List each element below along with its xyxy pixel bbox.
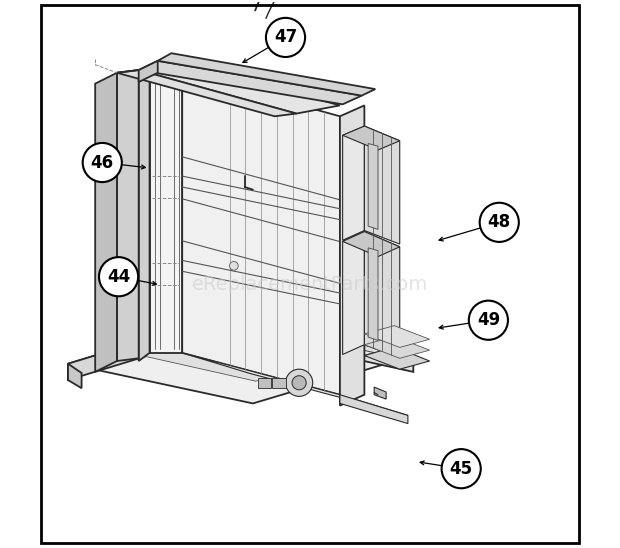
Polygon shape: [68, 315, 228, 380]
Text: 45: 45: [450, 460, 472, 478]
Text: 46: 46: [91, 153, 114, 172]
Polygon shape: [139, 61, 157, 82]
Polygon shape: [340, 395, 408, 424]
Polygon shape: [157, 53, 375, 95]
Polygon shape: [365, 126, 400, 244]
Polygon shape: [95, 73, 117, 372]
Circle shape: [82, 143, 122, 182]
Polygon shape: [368, 248, 378, 340]
Text: 49: 49: [477, 311, 500, 329]
Polygon shape: [340, 105, 365, 406]
Polygon shape: [139, 62, 340, 113]
FancyBboxPatch shape: [258, 379, 271, 387]
Circle shape: [266, 18, 305, 57]
Polygon shape: [365, 336, 430, 358]
Polygon shape: [365, 232, 400, 358]
Polygon shape: [117, 70, 296, 116]
Polygon shape: [365, 347, 430, 369]
Polygon shape: [68, 315, 414, 403]
Polygon shape: [228, 315, 414, 372]
Polygon shape: [182, 73, 340, 395]
Circle shape: [441, 449, 481, 488]
Circle shape: [292, 376, 306, 390]
Polygon shape: [108, 320, 375, 379]
Text: 48: 48: [488, 213, 511, 231]
Text: eReplacementParts.com: eReplacementParts.com: [192, 276, 428, 294]
Polygon shape: [139, 73, 149, 361]
Polygon shape: [343, 232, 365, 355]
Circle shape: [286, 369, 312, 396]
Polygon shape: [182, 353, 408, 415]
Polygon shape: [68, 364, 82, 388]
Polygon shape: [117, 70, 139, 361]
Polygon shape: [374, 387, 386, 399]
Polygon shape: [343, 126, 365, 240]
Polygon shape: [343, 126, 400, 150]
Polygon shape: [139, 61, 361, 104]
Polygon shape: [368, 144, 378, 230]
Circle shape: [229, 261, 238, 270]
Polygon shape: [149, 73, 182, 353]
Circle shape: [99, 257, 138, 296]
Text: 47: 47: [274, 28, 297, 47]
Circle shape: [480, 203, 519, 242]
Circle shape: [469, 301, 508, 340]
Polygon shape: [365, 326, 430, 347]
Text: 44: 44: [107, 268, 130, 286]
Polygon shape: [122, 327, 361, 381]
Polygon shape: [343, 232, 400, 256]
FancyBboxPatch shape: [272, 379, 286, 387]
